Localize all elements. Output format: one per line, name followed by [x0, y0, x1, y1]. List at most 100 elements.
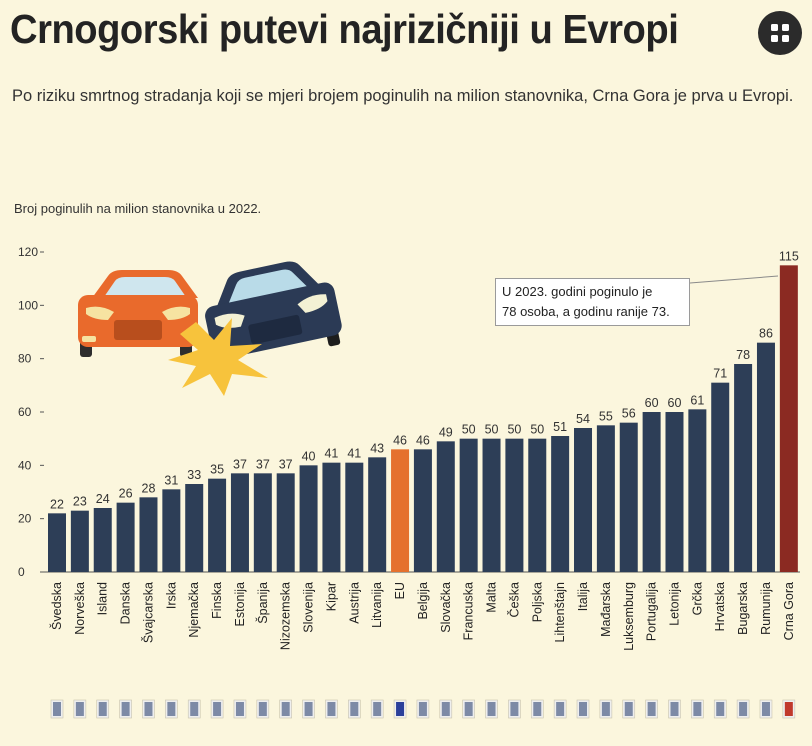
flag-icon [530, 699, 544, 719]
bar [756, 342, 775, 572]
callout-line-1: U 2023. godini poginulo je [502, 284, 653, 299]
category-label: Portugalija [645, 582, 659, 641]
share-icon [771, 24, 789, 42]
flag-icon [370, 699, 384, 719]
flag-icon [256, 699, 270, 719]
bar [345, 462, 364, 572]
bar [413, 449, 432, 572]
category-label: Malta [485, 582, 499, 613]
bar-value-label: 60 [668, 396, 682, 410]
value-labels: 22 23 24 26 28 31 33 35 37 37 37 40 41 41 43 46 46 49 50 50… [50, 249, 799, 511]
category-label: Estonija [233, 582, 247, 627]
bar [574, 428, 593, 572]
bar [48, 513, 66, 572]
bar-value-label: 54 [576, 412, 590, 426]
y-tick-label: 80 [18, 352, 32, 366]
bar [391, 449, 410, 572]
bar-value-label: 46 [416, 433, 430, 447]
flag-icon [439, 699, 453, 719]
y-tick-label: 0 [18, 565, 25, 579]
bar-value-label: 33 [187, 468, 201, 482]
y-tick-label: 60 [18, 405, 32, 419]
bar-value-label: 28 [142, 481, 156, 495]
bar [505, 438, 524, 572]
category-label: Slovenija [302, 582, 316, 633]
bar-value-label: 51 [553, 420, 567, 434]
category-label: Švajcarska [140, 582, 155, 643]
flag-icon [485, 699, 498, 719]
bar [368, 457, 387, 572]
bar-value-label: 71 [713, 367, 727, 381]
bar [642, 412, 661, 572]
bar-value-label: 31 [164, 473, 178, 487]
y-tick-label: 100 [18, 298, 38, 312]
bar [139, 497, 158, 572]
flag-icon [187, 699, 201, 719]
category-label: Finska [210, 582, 224, 619]
bar [322, 462, 341, 572]
bar-value-label: 40 [302, 449, 316, 463]
bar [459, 438, 478, 572]
flag-icon [50, 699, 64, 719]
y-tick-label: 20 [18, 512, 32, 526]
bar [528, 438, 547, 572]
blue-car-icon [205, 261, 342, 370]
bar-value-label: 61 [690, 393, 704, 407]
bar-value-label: 115 [779, 249, 799, 263]
flag-icon [462, 699, 475, 719]
flag-icon [576, 699, 590, 719]
bar [551, 436, 570, 572]
flag-icon [713, 699, 727, 719]
category-label: Kipar [324, 582, 338, 611]
bar-value-label: 22 [50, 497, 64, 511]
bar [253, 473, 272, 572]
bar-value-label: 43 [370, 441, 384, 455]
category-label: Nizozemska [279, 582, 293, 650]
category-label: Irska [164, 582, 178, 609]
bars [48, 265, 798, 572]
bar-value-label: 41 [347, 447, 361, 461]
bar-value-label: 78 [736, 348, 750, 362]
category-label: Letonija [667, 582, 681, 626]
bar-value-label: 37 [233, 457, 247, 471]
category-label: Danska [119, 582, 133, 624]
bar [436, 441, 455, 572]
flag-icon [165, 699, 178, 719]
flag-icon [348, 699, 361, 719]
category-label: Rumunija [759, 582, 773, 635]
y-tick-label: 120 [18, 245, 38, 259]
flag-icon [599, 699, 613, 719]
orange-car-icon [78, 270, 198, 357]
category-label: Island [96, 582, 110, 615]
bar [276, 473, 295, 572]
bar [208, 478, 227, 572]
category-label: Lihtenštajn [553, 582, 567, 643]
share-button[interactable] [758, 11, 802, 55]
callout-line-2: 78 osoba, a godinu ranije 73. [502, 304, 670, 319]
flag-icon [302, 699, 315, 719]
annotation-callout: U 2023. godini poginulo je 78 osoba, a g… [495, 278, 690, 326]
crash-burst-icon [168, 318, 268, 396]
flag-icon [759, 699, 773, 719]
bar-value-label: 60 [645, 396, 659, 410]
category-label: Francuska [462, 582, 476, 640]
flag-icon [142, 699, 155, 719]
category-label: EU [393, 582, 407, 599]
bar [185, 484, 204, 572]
bar [734, 364, 753, 572]
flag-icon [691, 699, 704, 719]
bar-value-label: 26 [119, 487, 133, 501]
category-label: Litvanija [370, 582, 384, 628]
bar [230, 473, 249, 572]
category-label: Bugarska [736, 582, 750, 635]
bar-value-label: 37 [279, 457, 293, 471]
category-label: Poljska [530, 582, 544, 622]
page-subtitle: Po riziku smrtnog stradanja koji se mjer… [12, 87, 794, 105]
category-label: Češka [506, 582, 521, 617]
category-label: Grčka [690, 582, 704, 615]
flag-icon [416, 699, 430, 719]
bar-value-label: 49 [439, 425, 453, 439]
bar [688, 409, 707, 572]
category-label: Italija [576, 582, 590, 611]
flag-icon [736, 699, 750, 719]
